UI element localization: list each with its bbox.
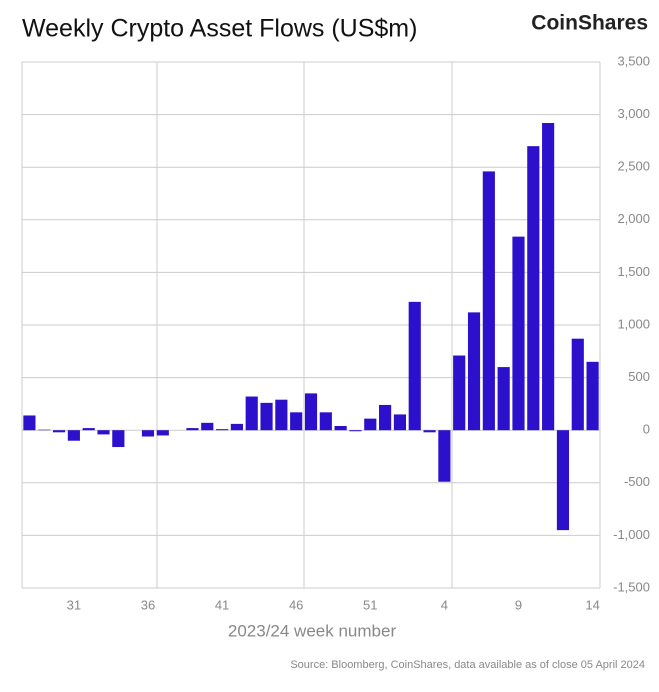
bar (586, 361, 599, 431)
bar (230, 423, 243, 431)
source-note: Source: Bloomberg, CoinShares, data avai… (290, 659, 645, 671)
x-tick-label: 4 (441, 597, 448, 612)
bar (438, 430, 451, 482)
y-tick-label: 0 (643, 422, 650, 437)
bar (453, 355, 466, 431)
bar (201, 422, 214, 431)
bar (290, 412, 303, 431)
bar (467, 312, 481, 431)
bar (275, 399, 288, 431)
bar (186, 428, 199, 431)
y-tick-label: -1,000 (613, 527, 650, 542)
bar (245, 396, 258, 431)
bar (482, 171, 495, 431)
bar (112, 430, 125, 448)
bar (364, 418, 377, 431)
bar (319, 412, 332, 431)
x-tick-label: 36 (141, 597, 155, 612)
y-tick-label: 2,500 (617, 159, 650, 174)
x-tick-label: 41 (215, 597, 229, 612)
y-tick-label: -500 (624, 474, 650, 489)
bar (216, 429, 229, 431)
bar (379, 404, 392, 431)
bar (423, 430, 436, 433)
bar (542, 123, 555, 431)
bar (408, 301, 421, 431)
bar (571, 338, 584, 431)
x-tick-label: 46 (289, 597, 303, 612)
bar (512, 236, 525, 431)
bar (97, 430, 110, 435)
x-tick-label: 51 (363, 597, 377, 612)
bar (82, 428, 95, 431)
bar (556, 430, 570, 531)
bar (38, 429, 51, 431)
chart-title: Weekly Crypto Asset Flows (US$m) (22, 15, 417, 43)
bar (67, 430, 80, 441)
bar (23, 415, 36, 431)
y-tick-label: 2,000 (617, 211, 650, 226)
bar (156, 430, 169, 436)
bar (141, 430, 155, 437)
bar (527, 146, 540, 431)
bar (349, 430, 362, 432)
x-tick-label: 14 (585, 597, 599, 612)
y-tick-label: 3,500 (617, 53, 650, 68)
bar (52, 430, 66, 433)
y-tick-label: 3,000 (617, 106, 650, 121)
bar (497, 367, 510, 431)
bar (334, 425, 347, 431)
x-tick-label: 31 (67, 597, 81, 612)
y-tick-label: 500 (628, 369, 650, 384)
y-tick-label: -1,500 (613, 579, 650, 594)
x-axis-label: 2023/24 week number (228, 621, 397, 640)
bar (260, 402, 273, 431)
y-tick-label: 1,000 (617, 316, 650, 331)
y-tick-label: 1,500 (617, 264, 650, 279)
brand: CoinShares (531, 12, 648, 35)
bar (304, 393, 318, 431)
x-tick-label: 9 (515, 597, 522, 612)
bar (393, 414, 406, 431)
